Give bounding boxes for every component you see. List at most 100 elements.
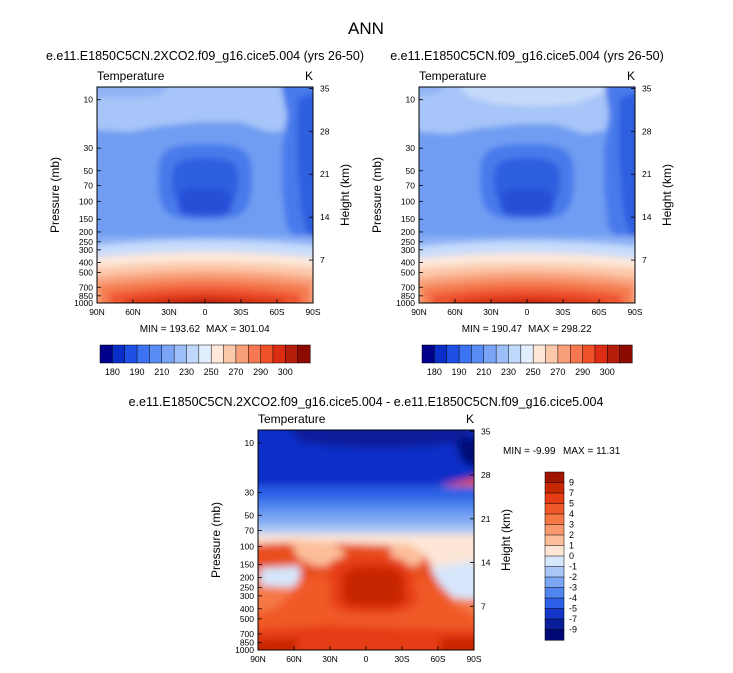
colorbar-label: -3 — [569, 583, 577, 593]
colorbar-label: -4 — [569, 593, 577, 603]
colorbar-swatch — [458, 344, 472, 364]
colorbar-label: 4 — [569, 509, 574, 519]
x-axis-latitude: 90N 60N 30N 0 30S 60S 90S — [411, 299, 643, 317]
y-tick-label: 100 — [240, 541, 254, 551]
y-tick-label: 50 — [84, 166, 94, 176]
y-tick-label: 10 — [406, 95, 416, 105]
panel-title: e.e11.E1850C5CN.f09_g16.cice5.004 (yrs 2… — [390, 49, 664, 63]
x-tick-label: 0 — [525, 307, 530, 317]
y-tick-label: 100 — [79, 196, 93, 206]
y-tick-label: 400 — [79, 258, 93, 268]
y2-tick-label: 21 — [642, 169, 652, 179]
figure-title: ANN — [348, 19, 384, 38]
x-tick-label: 0 — [364, 654, 369, 664]
colorbar-swatch — [544, 597, 565, 610]
y2-tick-label: 28 — [642, 126, 652, 136]
units-label: K — [466, 412, 474, 426]
x-tick-label: 60N — [447, 307, 463, 317]
colorbar-swatch — [607, 344, 621, 364]
colorbar-swatch — [483, 344, 497, 364]
colorbar-swatch — [557, 344, 571, 364]
y2-tick-label: 14 — [642, 212, 652, 222]
colorbar-swatch — [544, 513, 565, 526]
colorbar-label: 190 — [130, 367, 145, 377]
colorbar-swatch — [235, 344, 249, 364]
y-axis-title: Pressure (mb) — [48, 157, 62, 233]
max-label: MAX = 301.04 — [206, 324, 270, 335]
y-tick-label: 250 — [240, 583, 254, 593]
y-tick-label: 700 — [79, 282, 93, 292]
colorbar-swatch — [247, 344, 262, 364]
y-tick-label: 250 — [401, 237, 415, 247]
x-tick-label: 0 — [203, 307, 208, 317]
x-axis-latitude: 90N 60N 30N 0 30S 60S 90S — [250, 646, 482, 664]
colorbar-swatch — [532, 344, 547, 364]
y-tick-label: 10 — [245, 438, 255, 448]
y-tick-label: 1000 — [74, 298, 93, 308]
colorbar: 180 190 210 230 250 270 290 300 — [421, 344, 633, 377]
y-tick-label: 200 — [79, 227, 93, 237]
y2-tick-label: 28 — [320, 126, 330, 136]
y2-axis-title: Height (km) — [660, 164, 674, 226]
y-axis-title: Pressure (mb) — [370, 157, 384, 233]
colorbar-swatch — [520, 344, 534, 364]
x-tick-label: 30S — [233, 307, 248, 317]
colorbar-swatch — [569, 344, 584, 364]
x-tick-label: 30N — [483, 307, 499, 317]
variable-label: Temperature — [97, 69, 165, 83]
y-tick-label: 1000 — [235, 645, 254, 655]
y-tick-label: 300 — [401, 245, 415, 255]
colorbar-label: 300 — [600, 367, 615, 377]
colorbar-swatch — [544, 629, 565, 641]
colorbar-swatch — [544, 534, 565, 547]
y-tick-label: 300 — [79, 245, 93, 255]
colorbar-swatch — [545, 344, 559, 364]
colorbar-label: 2 — [569, 530, 574, 540]
y-tick-label: 200 — [401, 227, 415, 237]
max-label: MAX = 11.31 — [563, 446, 621, 457]
colorbar-swatch — [260, 344, 274, 364]
y2-tick-label: 7 — [481, 601, 486, 611]
min-label: MIN = 190.47 — [462, 324, 523, 335]
y2-tick-label: 7 — [320, 255, 325, 265]
colorbar: 180 190 210 230 250 270 290 300 — [99, 344, 311, 377]
colorbar-label: 230 — [179, 367, 194, 377]
y-tick-label: 850 — [401, 291, 415, 301]
y-tick-label: 10 — [84, 95, 94, 105]
y-tick-label: 850 — [240, 638, 254, 648]
y2-axis-title: Height (km) — [499, 509, 513, 571]
colorbar-label: 270 — [228, 367, 243, 377]
colorbar-swatch — [544, 482, 565, 494]
y2-tick-label: 21 — [481, 514, 491, 524]
y-tick-label: 30 — [245, 487, 255, 497]
colorbar-swatch — [434, 344, 448, 364]
y2-tick-label: 28 — [481, 470, 491, 480]
colorbar-swatch — [186, 344, 200, 364]
y2-tick-label: 21 — [320, 169, 330, 179]
colorbar-swatch — [582, 344, 596, 364]
colorbar-swatch — [544, 471, 565, 484]
y-tick-label: 500 — [240, 614, 254, 624]
min-label: MIN = 193.62 — [140, 324, 201, 335]
colorbar-swatch — [149, 344, 163, 364]
max-label: MAX = 298.22 — [528, 324, 592, 335]
colorbar-label: -1 — [569, 562, 577, 572]
colorbar-swatch — [446, 344, 460, 364]
y-tick-label: 150 — [79, 214, 93, 224]
contour-field — [97, 87, 313, 303]
colorbar-swatch — [594, 344, 608, 364]
y2-tick-label: 7 — [642, 255, 647, 265]
colorbar-label: 0 — [569, 551, 574, 561]
y-tick-label: 850 — [79, 291, 93, 301]
colorbar-label: 290 — [253, 367, 268, 377]
y-tick-label: 400 — [240, 604, 254, 614]
colorbar-swatch — [161, 344, 175, 364]
x-tick-label: 90N — [89, 307, 105, 317]
colorbar-swatch — [544, 492, 565, 505]
panel-difference: e.e11.E1850C5CN.2XCO2.f09_g16.cice5.004 … — [129, 395, 621, 664]
y-tick-label: 70 — [245, 525, 255, 535]
